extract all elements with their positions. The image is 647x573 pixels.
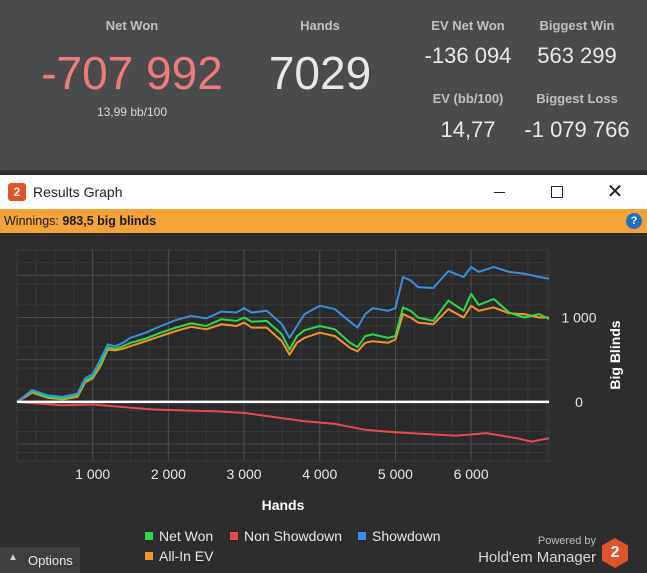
maximize-icon (551, 186, 563, 198)
options-button[interactable]: ▲ Options (0, 547, 80, 573)
legend-item-all-in-ev[interactable]: All-In EV (145, 548, 213, 564)
legend-swatch (145, 532, 153, 540)
winnings-text: Winnings: 983,5 big blinds (4, 214, 156, 228)
net-won-value: -707 992 (41, 47, 223, 99)
window-title: Results Graph (33, 184, 123, 200)
series-line-showdown (16, 265, 550, 403)
y-tick-label: 1 000 (561, 310, 596, 326)
results-graph: 1 000 2 000 3 000 4 000 5 000 6 000 0 1 000 Hand… (0, 233, 647, 573)
legend-swatch (358, 532, 366, 540)
series-line-non-showdown (16, 400, 550, 443)
chart-legend: Net Won Non Showdown Showdown All-In EV (145, 528, 475, 568)
x-tick-label: 4 000 (302, 466, 337, 482)
options-label: Options (28, 553, 73, 568)
hem-logo-icon: 2 (8, 183, 26, 201)
minimize-button[interactable] (476, 175, 522, 209)
biggest-win-label: Biggest Win (539, 18, 615, 33)
x-tick-label: 2 000 (151, 466, 186, 482)
net-won-label: Net Won (105, 18, 159, 33)
hands-label: Hands (300, 18, 340, 33)
legend-label: All-In EV (159, 548, 214, 564)
close-icon: ✕ (606, 181, 624, 203)
x-tick-label: 6 000 (454, 466, 489, 482)
biggest-loss-label: Biggest Loss (536, 91, 618, 106)
results-chart: 1 000 2 000 3 000 4 000 5 000 6 000 0 1 000 Hand… (16, 249, 623, 513)
hem-brand-logo-icon: 2 (602, 538, 628, 568)
ev-net-won-value: -136 094 (424, 43, 512, 68)
legend-item-non-showdown[interactable]: Non Showdown (230, 528, 342, 544)
hands-value: 7029 (268, 47, 372, 99)
minimize-icon (493, 191, 505, 193)
maximize-button[interactable] (534, 175, 580, 209)
powered-by: Powered by Hold'em Manager (470, 535, 596, 566)
biggest-win-value: 563 299 (537, 43, 617, 68)
series-line-net-won (16, 292, 550, 403)
ev-bb100-label: EV (bb/100) (432, 91, 504, 106)
legend-label: Showdown (372, 528, 441, 544)
triangle-up-icon: ▲ (8, 552, 18, 563)
legend-item-showdown[interactable]: Showdown (358, 528, 441, 544)
biggest-loss-value: -1 079 766 (524, 117, 630, 142)
y-tick-label: 0 (575, 394, 583, 410)
ev-net-won-label: EV Net Won (431, 18, 505, 33)
powered-by-label: Powered by (537, 535, 596, 547)
close-button[interactable]: ✕ (592, 175, 638, 209)
legend-item-net-won[interactable]: Net Won (145, 528, 213, 544)
x-tick-label: 1 000 (75, 466, 110, 482)
window-titlebar[interactable]: 2 Results Graph ✕ (0, 175, 647, 209)
legend-label: Non Showdown (244, 528, 343, 544)
series-line-all-in-ev (16, 304, 549, 403)
stats-panel: Net Won -707 992 13,99 bb/100 Hands 7029… (0, 0, 647, 170)
help-icon[interactable]: ? (626, 213, 642, 229)
ev-bb100-value: 14,77 (440, 117, 496, 142)
x-axis-label: Hands (262, 497, 305, 513)
legend-swatch (230, 532, 238, 540)
plot-area (16, 249, 550, 462)
legend-swatch (145, 552, 153, 560)
x-tick-label: 5 000 (378, 466, 413, 482)
x-tick-label: 3 000 (227, 466, 262, 482)
legend-label: Net Won (159, 528, 214, 544)
y-axis-label: Big Blinds (607, 320, 623, 389)
winnings-label: Winnings: (4, 214, 59, 228)
brand-name: Hold'em Manager (478, 549, 596, 566)
winnings-value: 983,5 big blinds (62, 214, 157, 228)
net-won-bb100: 13,99 bb/100 (96, 105, 168, 119)
winnings-bar: Winnings: 983,5 big blinds ? (0, 209, 647, 233)
